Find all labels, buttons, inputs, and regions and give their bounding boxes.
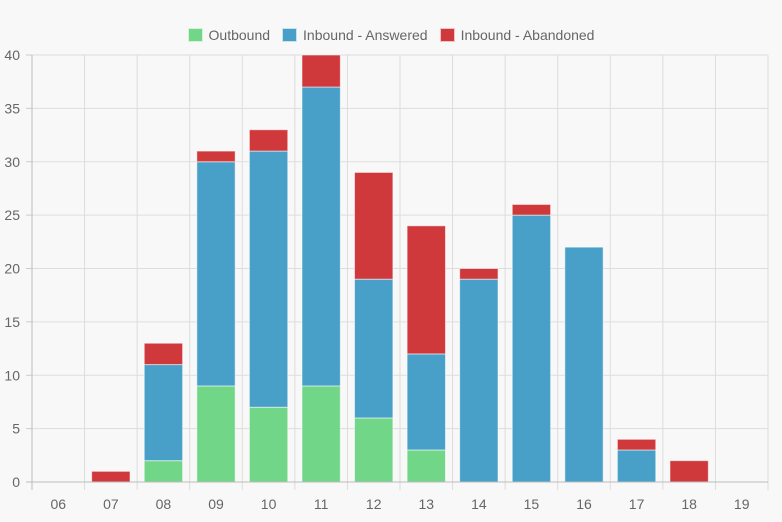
x-tick-label-17: 17	[629, 496, 645, 512]
bar-inbound-abandoned-08	[143, 342, 184, 366]
bar-inbound-answered-17	[616, 449, 657, 483]
x-tick-label-10: 10	[261, 496, 277, 512]
y-tick-label-0: 0	[12, 474, 20, 490]
bar-inbound-answered-09	[196, 161, 236, 387]
legend-label-inbound-answered: Inbound - Answered	[303, 27, 428, 43]
x-tick-label-09: 09	[208, 496, 224, 512]
bar-inbound-answered-14	[459, 278, 499, 483]
y-tick-label-5: 5	[12, 421, 20, 437]
legend-item-inbound-answered[interactable]: Inbound - Answered	[282, 27, 428, 43]
x-tick-label-18: 18	[681, 496, 697, 512]
bar-outbound-09	[196, 385, 236, 483]
bar-inbound-abandoned-12	[354, 171, 394, 280]
bar-inbound-answered-08	[143, 364, 184, 462]
legend-swatch-inbound-answered	[282, 28, 298, 42]
bar-inbound-answered-11	[301, 86, 341, 387]
y-tick-label-20: 20	[4, 261, 20, 277]
legend-label-outbound: Outbound	[208, 27, 271, 43]
legend-swatch-outbound	[187, 28, 203, 42]
bar-inbound-answered-15	[511, 214, 552, 483]
legend: Outbound Inbound - Answered Inbound - Ab…	[0, 26, 782, 44]
bar-outbound-10	[248, 406, 289, 483]
bar-inbound-abandoned-11	[301, 54, 341, 88]
bar-outbound-12	[354, 417, 394, 483]
x-tick-label-07: 07	[103, 496, 119, 512]
x-tick-label-11: 11	[314, 496, 329, 512]
y-tick-label-35: 35	[4, 100, 20, 116]
bar-inbound-abandoned-15	[511, 203, 552, 216]
y-tick-label-15: 15	[4, 314, 20, 330]
bar-outbound-11	[301, 385, 341, 483]
y-tick-label-30: 30	[4, 154, 20, 170]
bar-inbound-abandoned-13	[406, 225, 446, 355]
x-tick-label-14: 14	[471, 496, 487, 512]
y-tick-label-25: 25	[4, 207, 20, 223]
x-tick-label-12: 12	[366, 496, 382, 512]
x-tick-label-06: 06	[50, 496, 66, 512]
bar-inbound-abandoned-14	[459, 268, 499, 280]
bar-inbound-abandoned-18	[669, 460, 709, 483]
legend-swatch-inbound-abandoned	[439, 28, 455, 42]
grid	[26, 54, 769, 490]
bar-inbound-answered-12	[354, 278, 394, 419]
x-tick-label-08: 08	[156, 496, 172, 512]
legend-item-outbound[interactable]: Outbound	[187, 27, 271, 43]
bar-inbound-abandoned-17	[616, 438, 657, 451]
x-tick-label-13: 13	[418, 496, 434, 512]
x-tick-label-16: 16	[576, 496, 592, 512]
x-tick-label-19: 19	[734, 496, 750, 512]
x-tick-label-15: 15	[524, 496, 540, 512]
bar-inbound-abandoned-10	[248, 129, 289, 152]
bar-inbound-abandoned-09	[196, 150, 236, 163]
legend-item-inbound-abandoned[interactable]: Inbound - Abandoned	[439, 27, 595, 43]
bar-outbound-13	[406, 449, 446, 483]
y-tick-label-40: 40	[4, 47, 20, 63]
bar-outbound-08	[143, 460, 184, 483]
bar-inbound-answered-16	[564, 246, 604, 483]
legend-label-inbound-abandoned: Inbound - Abandoned	[460, 27, 595, 43]
bar-inbound-abandoned-07	[91, 470, 131, 483]
bar-inbound-answered-13	[406, 353, 446, 451]
bar-inbound-answered-10	[248, 150, 289, 408]
y-tick-label-10: 10	[4, 367, 20, 383]
